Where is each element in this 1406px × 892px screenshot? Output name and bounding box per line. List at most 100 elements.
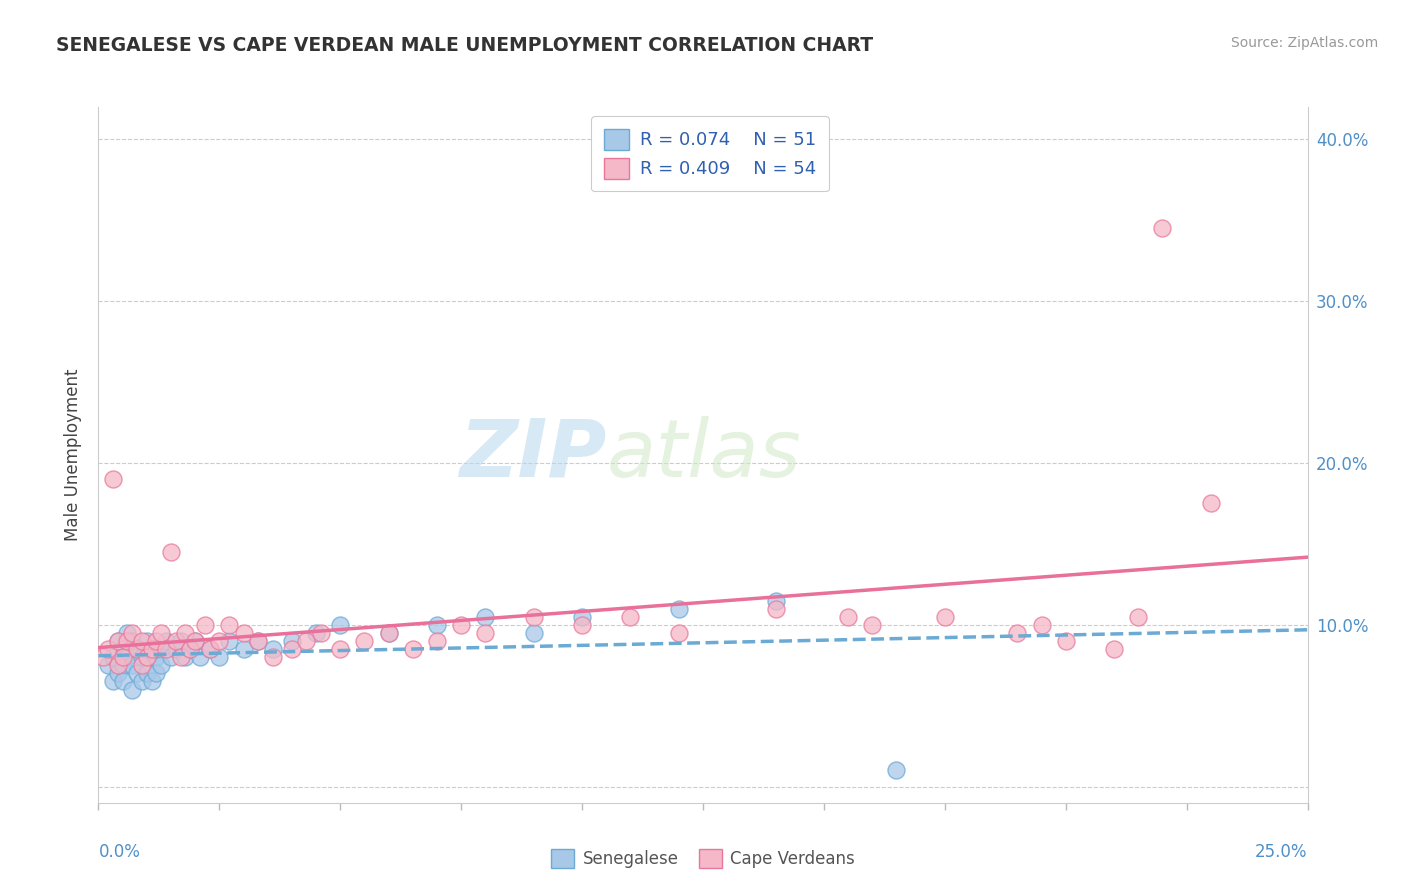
Point (1128, 609, 1150, 624)
Point (135, 666, 157, 681)
Point (101, 674, 124, 689)
Point (619, 609, 641, 624)
Point (1199, 496, 1222, 510)
Point (474, 609, 496, 624)
Point (91, 650, 114, 665)
Point (179, 642, 201, 657)
Point (131, 658, 153, 673)
Point (107, 634, 129, 648)
Point (121, 626, 143, 640)
Point (402, 642, 425, 657)
Point (305, 626, 328, 640)
Text: atlas: atlas (606, 416, 801, 494)
Text: SENEGALESE VS CAPE VERDEAN MALE UNEMPLOYMENT CORRELATION CHART: SENEGALESE VS CAPE VERDEAN MALE UNEMPLOY… (56, 36, 873, 54)
Point (127, 642, 149, 657)
Text: ZIP: ZIP (458, 416, 606, 494)
Point (198, 642, 221, 657)
Point (571, 609, 593, 624)
Point (131, 674, 153, 689)
Point (135, 650, 157, 665)
Point (135, 650, 157, 665)
Point (160, 545, 183, 559)
Point (111, 642, 134, 657)
Point (131, 634, 153, 648)
Point (169, 650, 191, 665)
Point (141, 642, 163, 657)
Point (523, 609, 546, 624)
Point (160, 650, 183, 665)
Point (194, 617, 217, 632)
Point (131, 650, 153, 665)
Point (329, 642, 352, 657)
Point (309, 626, 332, 640)
Point (97, 642, 120, 657)
Point (668, 601, 690, 615)
Point (141, 674, 163, 689)
Point (523, 626, 546, 640)
Point (295, 634, 318, 648)
Point (198, 642, 221, 657)
Point (155, 642, 177, 657)
Point (668, 626, 690, 640)
Point (155, 634, 177, 648)
Point (377, 626, 399, 640)
Point (101, 472, 124, 486)
Point (218, 617, 240, 632)
Point (145, 666, 167, 681)
Point (145, 650, 167, 665)
Point (474, 626, 496, 640)
Point (860, 617, 883, 632)
Legend: Senegalese, Cape Verdeans: Senegalese, Cape Verdeans (544, 842, 862, 874)
Point (111, 658, 134, 673)
Point (107, 634, 129, 648)
Point (765, 601, 787, 615)
Point (150, 642, 173, 657)
Point (179, 642, 201, 657)
Point (150, 626, 173, 640)
Point (353, 634, 375, 648)
Point (107, 666, 129, 681)
Point (1102, 642, 1125, 657)
Point (426, 634, 449, 648)
Point (184, 634, 207, 648)
Point (1031, 617, 1053, 632)
Y-axis label: Male Unemployment: Male Unemployment (65, 368, 83, 541)
Point (145, 634, 167, 648)
Point (150, 658, 173, 673)
Point (281, 634, 304, 648)
Point (169, 634, 191, 648)
Point (165, 642, 187, 657)
Point (281, 642, 304, 657)
Point (208, 634, 231, 648)
Text: Source: ZipAtlas.com: Source: ZipAtlas.com (1230, 36, 1378, 50)
Point (117, 626, 139, 640)
Point (165, 634, 187, 648)
Point (117, 634, 139, 648)
Point (571, 617, 593, 632)
Point (262, 650, 284, 665)
Point (184, 634, 207, 648)
Point (111, 674, 134, 689)
Point (107, 658, 129, 673)
Point (97, 658, 120, 673)
Point (377, 626, 399, 640)
Point (111, 650, 134, 665)
Point (837, 609, 859, 624)
Text: 0.0%: 0.0% (98, 843, 141, 862)
Point (934, 609, 956, 624)
Point (188, 650, 211, 665)
Point (232, 642, 254, 657)
Point (218, 634, 240, 648)
Point (121, 634, 143, 648)
Text: 25.0%: 25.0% (1256, 843, 1308, 862)
Point (1054, 634, 1077, 648)
Point (262, 642, 284, 657)
Point (247, 634, 270, 648)
Point (232, 626, 254, 640)
Point (127, 642, 149, 657)
Point (247, 634, 270, 648)
Point (329, 617, 352, 632)
Point (886, 764, 908, 778)
Point (135, 634, 157, 648)
Point (426, 617, 449, 632)
